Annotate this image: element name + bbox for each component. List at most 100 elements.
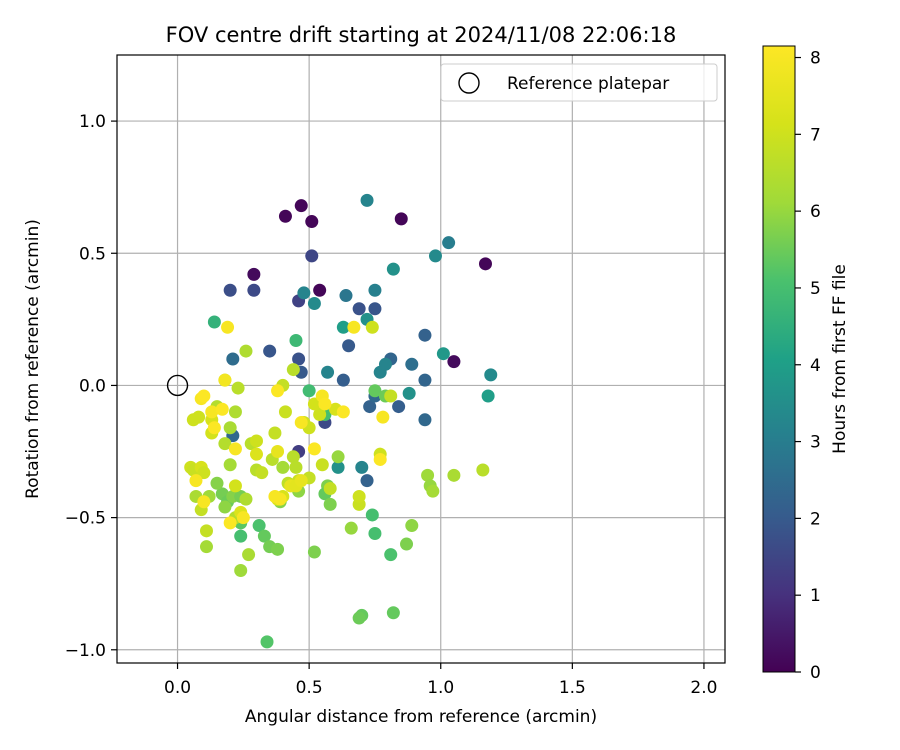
colorbar-tick-label: 8	[810, 49, 821, 69]
scatter-point	[223, 421, 237, 435]
scatter-point	[234, 563, 248, 577]
scatter-point	[197, 389, 211, 403]
scatter-point	[234, 529, 248, 543]
scatter-point	[294, 199, 308, 213]
scatter-point	[421, 468, 435, 482]
scatter-point	[484, 368, 498, 382]
colorbar-ticks: 0 1 2 3 4 5 6 7 8	[795, 49, 821, 683]
scatter-point	[305, 215, 319, 229]
scatter-point	[252, 519, 266, 533]
scatter-point	[221, 320, 235, 334]
scatter-point	[418, 413, 432, 427]
scatter-point	[197, 495, 211, 509]
chart-title: FOV centre drift starting at 2024/11/08 …	[166, 23, 677, 47]
scatter-point	[218, 437, 232, 451]
scatter-point	[368, 302, 382, 316]
scatter-point	[360, 474, 374, 488]
legend: Reference platepar	[440, 63, 718, 102]
scatter-point	[260, 635, 274, 649]
scatter-point	[268, 489, 282, 503]
scatter-point	[263, 344, 277, 358]
scatter-point	[392, 400, 406, 414]
scatter-point	[481, 389, 495, 403]
scatter-point	[478, 257, 492, 271]
colorbar-tick-label: 2	[810, 509, 821, 529]
scatter-point	[365, 508, 379, 522]
scatter-point	[402, 386, 416, 400]
x-axis-label: Angular distance from reference (arcmin)	[245, 707, 597, 727]
plot-frame	[116, 54, 726, 664]
scatter-point	[249, 447, 263, 461]
scatter-point	[218, 500, 232, 514]
scatter-point	[271, 384, 285, 398]
scatter-point	[368, 384, 382, 398]
scatter-point	[255, 466, 269, 480]
colorbar-label: Hours from first FF file	[830, 264, 850, 454]
scatter-point	[231, 381, 245, 395]
scatter-point	[247, 267, 261, 281]
scatter-point	[278, 209, 292, 223]
scatter-point	[307, 545, 321, 559]
scatter-point	[294, 474, 308, 488]
y-axis-label: Rotation from reference (arcmin)	[23, 219, 43, 499]
scatter-point	[336, 373, 350, 387]
colorbar-tick-label: 6	[810, 202, 821, 222]
scatter-point	[384, 389, 398, 403]
scatter-point	[405, 357, 419, 371]
scatter-point	[405, 519, 419, 533]
scatter-point	[223, 516, 237, 530]
scatter-point	[352, 611, 366, 625]
scatter-point	[368, 283, 382, 297]
scatter-point	[199, 524, 213, 538]
scatter-point	[239, 492, 253, 506]
scatter-point	[386, 262, 400, 276]
scatter-point	[378, 357, 392, 371]
scatter-point	[249, 434, 263, 448]
scatter-point	[207, 315, 221, 329]
legend-label: Reference platepar	[507, 74, 669, 94]
scatter-point	[247, 283, 261, 297]
scatter-point	[352, 302, 366, 316]
scatter-point	[307, 397, 321, 411]
x-tick-label: 1.5	[559, 678, 586, 698]
scatter-point	[368, 526, 382, 540]
scatter-point	[321, 365, 335, 379]
scatter-point	[394, 212, 408, 226]
scatter-point	[223, 283, 237, 297]
scatter-point	[228, 442, 242, 456]
scatter-point	[386, 606, 400, 620]
x-tick-label: 1.0	[427, 678, 454, 698]
scatter-point	[307, 296, 321, 310]
y-axis-ticks: 1.0 0.5 0.0 −0.5 −1.0	[65, 112, 117, 661]
scatter-point	[223, 458, 237, 472]
scatter-point	[352, 489, 366, 503]
scatter-point	[436, 347, 450, 361]
colorbar-tick-label: 5	[810, 279, 821, 299]
data-points	[166, 193, 498, 649]
x-tick-label: 0.5	[296, 678, 323, 698]
scatter-point	[315, 458, 329, 472]
y-tick-label: −0.5	[65, 509, 106, 529]
scatter-point	[331, 450, 345, 464]
scatter-point	[373, 452, 387, 466]
legend-marker	[458, 72, 480, 94]
scatter-point	[418, 328, 432, 342]
scatter-point	[365, 320, 379, 334]
scatter-point	[226, 352, 240, 366]
scatter-point	[426, 484, 440, 498]
x-tick-label: 2.0	[690, 678, 717, 698]
scatter-point	[278, 405, 292, 419]
scatter-point	[336, 320, 350, 334]
scatter-point	[355, 460, 369, 474]
scatter-point	[207, 421, 221, 435]
y-tick-label: 1.0	[79, 112, 106, 132]
scatter-point	[384, 548, 398, 562]
scatter-point	[376, 410, 390, 424]
colorbar-tick-label: 0	[810, 663, 821, 683]
scatter-point	[442, 236, 456, 250]
scatter-point	[268, 426, 282, 440]
scatter-point	[192, 410, 206, 424]
scatter-point	[189, 474, 203, 488]
scatter-point	[271, 542, 285, 556]
